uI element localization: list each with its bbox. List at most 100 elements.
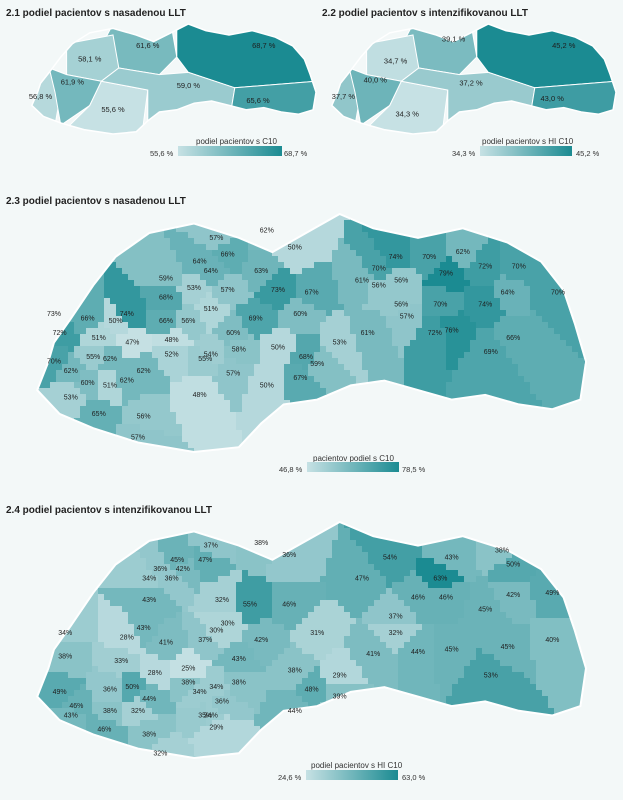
map-panel-3: 57% 62% 50% 66% 64% 64% 59% 53% 68% 57% 63% 73% 67% 6… [36,212,588,454]
district-label-65: 38% [103,708,117,715]
district-label-55: 50% [271,344,285,351]
district-label-25: 74% [478,301,492,308]
map-panel-1: 61,6 % 68,7 % 58,1 % 56,8 % 61,9 % 55,6 % 59,0… [29,23,317,135]
region-label-4: 56,8 % [29,92,53,101]
district-label-15: 70% [372,266,386,273]
district-label-50: 70% [47,359,61,366]
district-label-37: 44% [411,649,425,656]
district-label-20: 70% [512,263,526,270]
panel-2-legend-max: 45,2 % [576,149,600,158]
district-label-70: 32% [153,750,167,757]
region-label-6: 55,6 % [101,105,125,114]
district-label-1: 57% [209,235,223,242]
district-label-56: 39% [333,694,347,701]
district-label-50: 36% [103,687,117,694]
district-label-1: 37% [204,543,218,550]
district-label-65: 62% [137,368,151,375]
district-label-35: 48% [165,337,179,344]
panel-4-legend-max: 63,0 % [402,773,426,782]
region-8 [228,80,317,134]
panel-1-legend-bar [178,146,282,156]
district-label-53: 62% [103,356,117,363]
district-label-3: 50% [288,244,302,251]
district-label-51: 50% [125,684,139,691]
district-label-60: 55% [198,356,212,363]
district-label-26: 70% [433,301,447,308]
panel-1-legend-title: podiel pacientov s C10 [196,137,277,146]
district-label-10: 32% [215,597,229,604]
district-label-48: 69% [484,349,498,356]
district-label-44: 61% [361,330,375,337]
region-8 [528,80,616,134]
panel-3-legend-title: pacientov podiel s C10 [313,454,394,463]
region-label-3: 34,7 % [384,57,408,66]
district-label-63: 34% [204,713,218,720]
district-label-38: 51% [204,306,218,313]
panel-2-legend-bar [480,146,572,156]
district-label-35: 32% [389,630,403,637]
district-label-55: 48% [305,687,319,694]
panel-3-legend-max: 78,5 % [402,465,426,474]
district-label-36: 41% [366,651,380,658]
district-label-30: 41% [159,639,173,646]
district-label-61: 53% [64,394,78,401]
district-label-14: 47% [355,576,369,583]
district-label-25: 46% [411,595,425,602]
panel-4-legend-bar [306,770,398,780]
district-label-14: 61% [355,278,369,285]
map-panel-2: 39,1 % 45,2 % 34,7 % 37,7 % 40,0 % 34,3 % 37,2… [330,23,617,135]
district-label-26: 45% [478,606,492,613]
panel-4-legend-title: podiel pacientov s HI C10 [311,761,403,770]
region-label-2: 45,2 % [552,41,576,50]
district-label-28: 34% [58,630,72,637]
district-label-13: 43% [142,597,156,604]
district-label-29: 72% [53,330,67,337]
panel-3-title: 2.3 podiel pacientov s nasadenou LLT [6,196,186,207]
panel-2-legend-min: 34,3 % [452,149,476,158]
panel-1-legend-max: 68,7 % [284,149,308,158]
district-label-54: 36% [215,698,229,705]
district-label-70: 65% [92,411,106,418]
district-label-46: 76% [445,328,459,335]
district-label-29: 28% [120,635,134,642]
district-label-7: 59% [159,275,173,282]
district-label-52: 55% [86,354,100,361]
district-label-39: 60% [226,330,240,337]
district-label-20: 50% [506,562,520,569]
panel-1-legend-min: 55,6 % [150,149,174,158]
district-label-8: 36% [165,576,179,583]
district-label-42: 33% [114,658,128,665]
district-label-9: 36% [153,566,167,573]
district-label-17: 43% [445,554,459,561]
district-label-49: 49% [53,689,67,696]
district-label-53: 34% [209,684,223,691]
district-label-18: 62% [456,249,470,256]
district-label-10: 57% [221,287,235,294]
district-label-17: 70% [422,254,436,261]
district-label-64: 43% [64,713,78,720]
panel-1-title: 2.1 podiel pacientov s nasadenou LLT [6,8,186,19]
district-label-27: 37% [389,613,403,620]
district-label-12: 46% [282,602,296,609]
district-label-67: 29% [209,724,223,731]
district-label-16: 74% [389,254,403,261]
district-label-49: 53% [333,340,347,347]
district-label-15: 54% [383,554,397,561]
district-label-57: 59% [310,361,324,368]
district-label-69: 48% [193,392,207,399]
district-label-12: 73% [271,287,285,294]
district-label-42: 56% [372,282,386,289]
district-label-61: 35% [198,713,212,720]
district-label-5: 64% [193,259,207,266]
district-label-18: 38% [495,547,509,554]
district-label-58: 46% [69,703,83,710]
district-label-8: 53% [187,285,201,292]
district-label-32: 30% [221,621,235,628]
panel-3-legend-min: 46,8 % [279,465,303,474]
district-label-58: 68% [299,354,313,361]
panel-4-legend-min: 24,6 % [278,773,302,782]
region-label-7: 59,0 % [177,81,201,90]
district-label-59: 44% [142,696,156,703]
district-label-38: 45% [445,646,459,653]
district-label-54: 54% [204,351,218,358]
